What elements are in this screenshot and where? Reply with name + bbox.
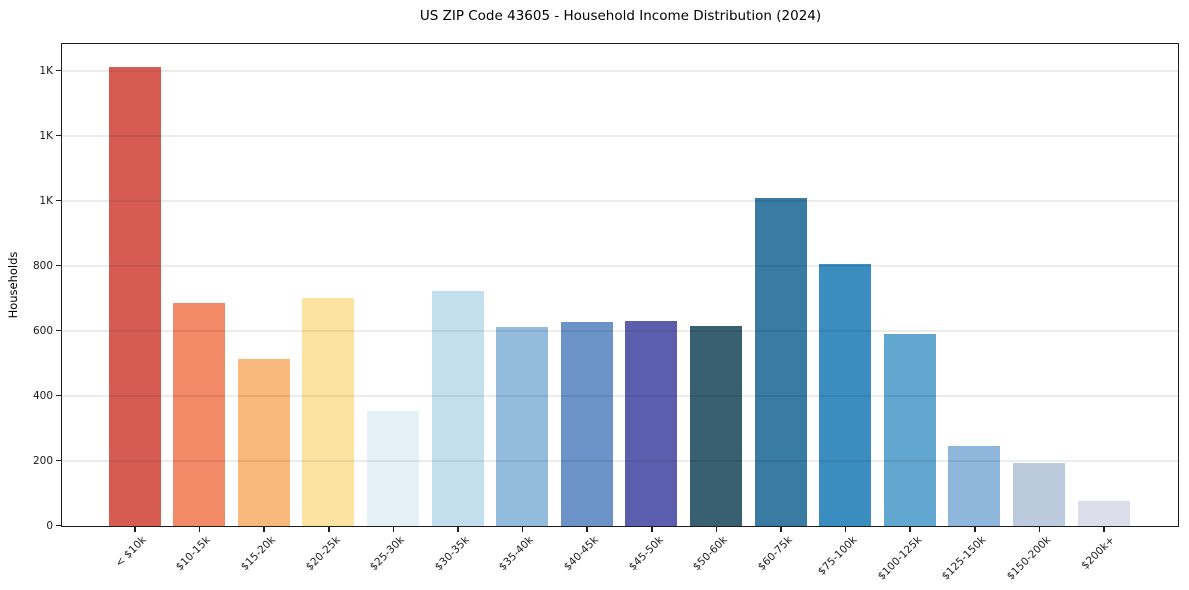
x-tick-mark xyxy=(651,527,653,532)
gridline-600 xyxy=(62,330,1178,332)
x-tick-label: $30-35k xyxy=(432,534,472,574)
x-tick-mark xyxy=(134,527,136,532)
y-tick-label: 400 xyxy=(32,389,53,402)
y-tick-mark xyxy=(56,459,61,462)
y-tick-mark xyxy=(56,524,61,527)
x-tick-label: $15-20k xyxy=(238,534,278,574)
x-tick-label: $100-125k xyxy=(875,534,924,583)
x-tick-mark xyxy=(586,527,588,532)
bar-$45-50k xyxy=(625,320,678,526)
x-tick-mark xyxy=(1038,527,1041,532)
x-tick-mark xyxy=(715,527,718,532)
y-tick-mark xyxy=(56,69,61,72)
y-tick-mark xyxy=(56,394,61,397)
x-tick-label: $75-100k xyxy=(815,534,860,578)
x-tick-label: $45-50k xyxy=(626,534,666,574)
y-tick-label: 200 xyxy=(32,454,53,467)
bar-$150-200k xyxy=(1012,463,1065,526)
y-tick-label: 1K xyxy=(39,194,53,207)
x-tick-label: $35-40k xyxy=(497,534,537,574)
x-tick-label: $150-200k xyxy=(1004,534,1053,583)
gridline-1000 xyxy=(62,200,1178,202)
x-tick-label: < $10k xyxy=(112,534,149,570)
gridline-1200 xyxy=(62,135,1178,137)
y-tick-mark xyxy=(56,329,61,332)
x-tick-mark xyxy=(198,527,201,532)
x-tick-label: $200k+ xyxy=(1079,534,1118,572)
bar-< $10k xyxy=(108,67,161,526)
y-tick-label: 1K xyxy=(39,129,53,142)
bar-$100-125k xyxy=(883,334,936,526)
gridline-1400 xyxy=(62,70,1178,72)
x-tick-mark xyxy=(457,527,459,532)
bar-$30-35k xyxy=(431,290,484,526)
y-tick-label: 600 xyxy=(32,324,53,337)
x-tick-label: $20-25k xyxy=(303,534,343,574)
y-tick-label: 800 xyxy=(32,259,53,272)
x-tick-label: $25-30k xyxy=(367,534,407,574)
bar-$35-40k xyxy=(496,327,549,526)
bar-$75-100k xyxy=(819,264,872,526)
bar-$20-25k xyxy=(302,297,355,526)
y-tick-mark xyxy=(56,264,61,267)
gridline-200 xyxy=(62,460,1178,462)
x-tick-mark xyxy=(392,527,395,532)
x-tick-label: $10-15k xyxy=(174,534,214,574)
gridline-400 xyxy=(62,395,1178,397)
y-tick-mark xyxy=(56,134,61,137)
bar-$10-15k xyxy=(173,303,226,526)
x-tick-mark xyxy=(1103,527,1105,532)
bar-$25-30k xyxy=(366,411,419,526)
x-tick-label: $60-75k xyxy=(755,534,795,574)
x-tick-mark xyxy=(780,527,782,532)
bar-$60-75k xyxy=(754,197,807,526)
x-tick-mark xyxy=(263,527,265,532)
x-tick-label: $50-60k xyxy=(690,534,730,574)
plot-area xyxy=(61,43,1179,527)
bar-$200k+ xyxy=(1077,501,1130,526)
x-tick-label: $40-45k xyxy=(561,534,601,574)
y-tick-label: 1K xyxy=(39,64,53,77)
x-tick-mark xyxy=(328,527,330,532)
gridline-800 xyxy=(62,265,1178,267)
y-tick-mark xyxy=(56,199,61,202)
bar-$50-60k xyxy=(689,326,742,526)
bar-$15-20k xyxy=(237,358,290,526)
x-tick-mark xyxy=(974,527,976,532)
x-tick-mark xyxy=(844,527,847,532)
bar-$40-45k xyxy=(560,321,613,526)
chart-title: US ZIP Code 43605 - Household Income Dis… xyxy=(419,8,822,24)
x-tick-mark xyxy=(909,527,911,532)
x-tick-label: $125-150k xyxy=(939,534,989,583)
y-tick-label: 0 xyxy=(46,519,53,532)
x-tick-mark xyxy=(521,527,524,532)
bar-$125-150k xyxy=(948,446,1001,526)
